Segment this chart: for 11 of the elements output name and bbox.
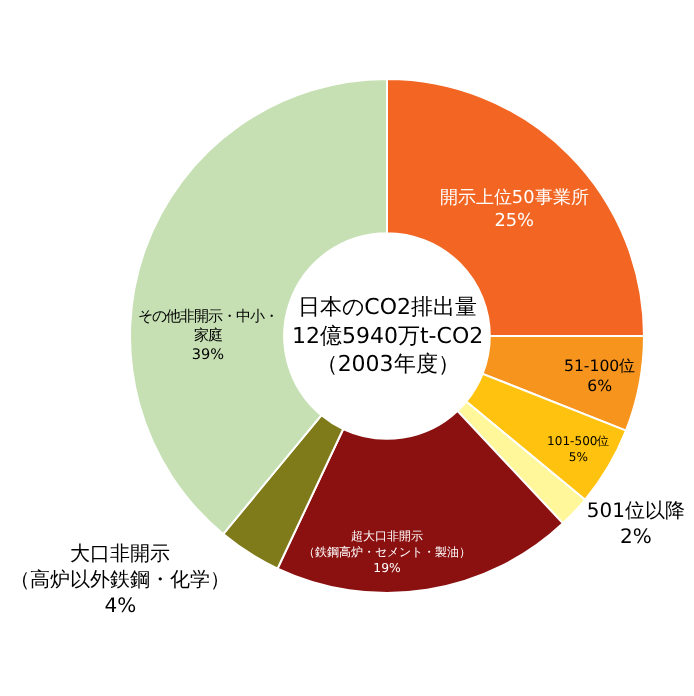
slice-label: 開示上位50事業所 bbox=[439, 186, 589, 209]
slice-label: 大口非開示（高炉以外鉄鋼・化学） bbox=[10, 542, 231, 593]
data-label: 39% bbox=[191, 345, 225, 364]
slice-label: 501位以降 bbox=[586, 498, 686, 523]
data-label: 6% bbox=[587, 377, 613, 396]
slice-label: その他非開示・中小・家庭 bbox=[137, 307, 278, 345]
text: 日本のCO2排出量 12億5940万t-CO2 （2003年度） bbox=[292, 294, 484, 378]
data-label: 25% bbox=[494, 211, 535, 232]
data-label: 2% bbox=[620, 526, 652, 549]
slice-label: 51-100位 bbox=[563, 357, 636, 376]
data-label: 4% bbox=[104, 596, 137, 619]
